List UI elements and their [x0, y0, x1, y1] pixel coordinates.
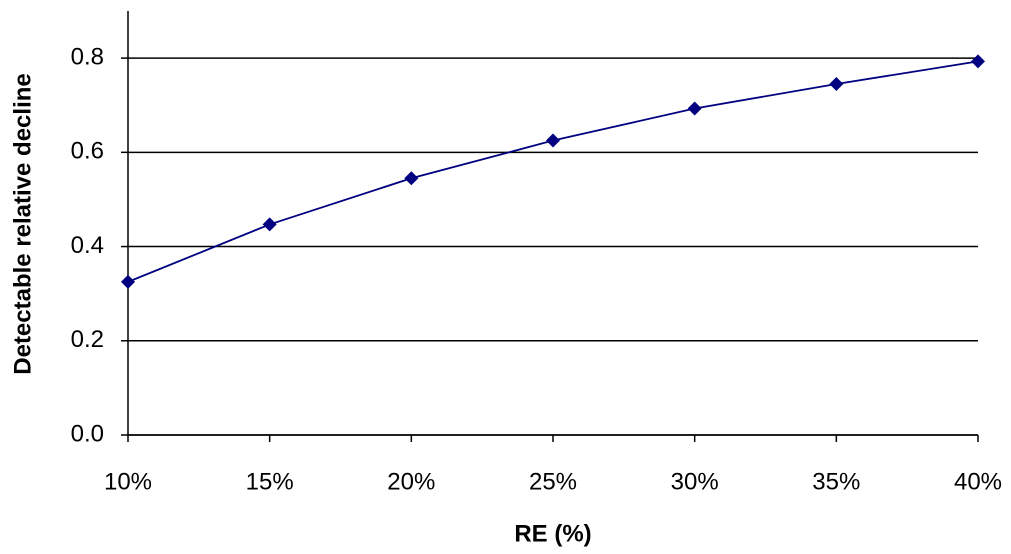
x-tick-label: 15%: [246, 468, 294, 495]
data-line: [127, 60, 979, 283]
x-tick-label: 10%: [104, 468, 152, 495]
data-point: [546, 133, 560, 148]
data-point: [971, 54, 985, 69]
y-tick-label: 0.2: [71, 326, 104, 353]
data-point: [687, 101, 702, 116]
y-tick-label: 0.8: [71, 43, 104, 70]
data-point: [829, 77, 844, 92]
y-tick-label: 0.4: [71, 232, 104, 259]
x-tick-label: 35%: [812, 468, 860, 495]
y-axis-title: Detectable relative decline: [9, 73, 36, 374]
x-tick-label: 40%: [954, 468, 1002, 495]
x-tick-label: 25%: [529, 468, 577, 495]
x-tick-label: 30%: [671, 468, 719, 495]
data-point: [121, 274, 135, 289]
x-axis-title: RE (%): [514, 520, 591, 547]
y-tick-label: 0.0: [71, 420, 104, 447]
y-tick-label: 0.6: [71, 138, 104, 165]
data-point: [262, 217, 277, 232]
x-tick-label: 20%: [387, 468, 435, 495]
data-point: [404, 171, 419, 186]
